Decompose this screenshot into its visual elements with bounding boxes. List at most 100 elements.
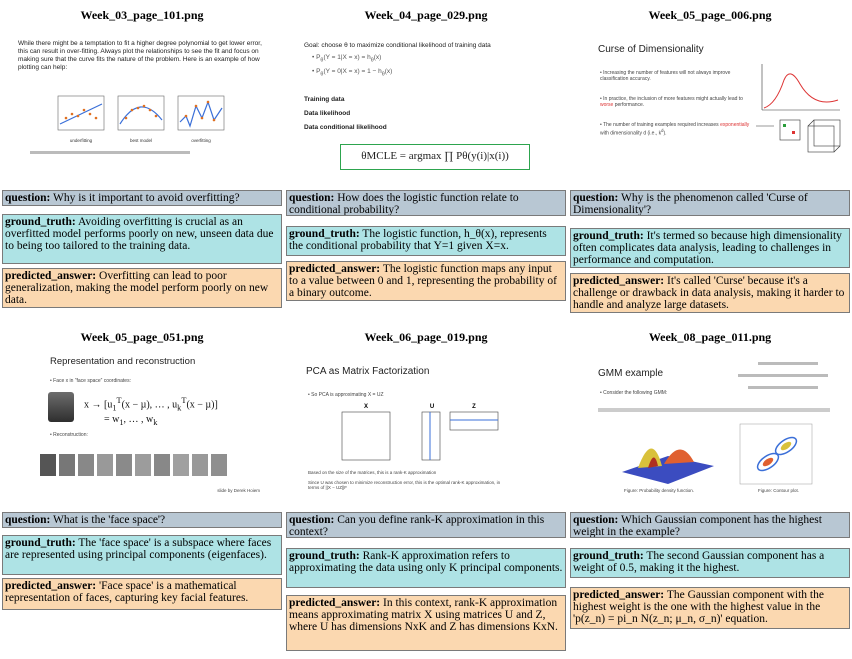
- slide-bullet: While there might be a temptation to fit…: [18, 40, 262, 71]
- predicted-answer-text: In this context, rank-K approximation me…: [289, 597, 558, 633]
- predicted-answer-label: predicted_answer:: [289, 597, 381, 609]
- slide-note: Based on the size of the matrices, this …: [308, 470, 437, 475]
- slide-bullet: So PCA is approximating X = UZ: [311, 392, 384, 398]
- ground-truth-text: Rank-K approximation refers to approxima…: [289, 550, 563, 574]
- slide-conditional-likelihood: Data conditional likelihood: [304, 124, 387, 131]
- ground-truth-box: ground_truth: It's termed so because hig…: [570, 228, 850, 268]
- ground-truth-text: The logistic function, h_θ(x), represent…: [289, 228, 547, 252]
- grid-cell-week04: Week_04_page_029.png Goal: choose θ to m…: [286, 0, 566, 316]
- matrix-label: X: [364, 404, 368, 410]
- question-text: Can you define rank-K approximation in t…: [289, 514, 545, 538]
- slide-bullet: Reconstruction:: [53, 432, 88, 438]
- grid-cell-week08: Week_08_page_011.png GMM example • Consi…: [570, 322, 850, 659]
- predicted-answer-text: Overfitting can lead to poor generalizat…: [5, 270, 269, 306]
- gmm-params-image: [598, 408, 830, 412]
- slide-bullet: Increasing the number of features will n…: [600, 70, 731, 82]
- ground-truth-box: ground_truth: Avoiding overfitting is cr…: [2, 214, 282, 264]
- question-text: Why is the phenomenon called 'Curse of D…: [573, 192, 808, 216]
- question-text: How does the logistic function relate to…: [289, 192, 519, 216]
- ground-truth-label: ground_truth:: [5, 216, 76, 228]
- ground-truth-text: It's termed so because high dimensionali…: [573, 230, 842, 266]
- ground-truth-label: ground_truth:: [5, 537, 76, 549]
- predicted-answer-box: predicted_answer: In this context, rank-…: [286, 595, 566, 651]
- reconstruction-strip: [40, 454, 260, 476]
- slide-goal: Goal: choose θ to maximize conditional l…: [304, 42, 491, 49]
- figure-caption: Figure: Probability density function.: [624, 488, 695, 493]
- grid-cell-week06: Week_06_page_019.png PCA as Matrix Facto…: [286, 322, 566, 659]
- question-box: question: What is the 'face space'?: [2, 512, 282, 528]
- cell-title: Week_06_page_019.png: [364, 330, 488, 344]
- plot-label: best model: [130, 138, 152, 143]
- question-box: question: Why is the phenomenon called '…: [570, 190, 850, 216]
- polynomial-formula-image: [30, 151, 190, 154]
- matrix-label: Z: [472, 404, 476, 410]
- cell-title: Week_08_page_011.png: [648, 330, 772, 344]
- predicted-answer-box: predicted_answer: It's called 'Curse' be…: [570, 273, 850, 313]
- dimensionality-cubes: [756, 119, 841, 153]
- question-label: question:: [573, 514, 619, 526]
- slide-thumbnail: PCA as Matrix Factorization • So PCA is …: [294, 348, 556, 498]
- ground-truth-label: ground_truth:: [289, 550, 360, 562]
- slide-heading: Curse of Dimensionality: [598, 44, 704, 55]
- ground-truth-label: ground_truth:: [289, 228, 360, 240]
- question-text: Why is it important to avoid overfitting…: [53, 192, 240, 204]
- slide-thumbnail: Curse of Dimensionality • Increasing the…: [578, 30, 848, 178]
- question-label: question:: [573, 192, 619, 204]
- question-box: question: How does the logistic function…: [286, 190, 566, 216]
- slide-thumbnail: Goal: choose θ to maximize conditional l…: [294, 30, 556, 178]
- cell-title: Week_03_page_101.png: [80, 8, 204, 22]
- face-image: [48, 392, 74, 422]
- predicted-answer-text: It's called 'Curse' because it's a chall…: [573, 275, 845, 311]
- cell-title: Week_05_page_051.png: [80, 330, 204, 344]
- ground-truth-label: ground_truth:: [573, 550, 644, 562]
- predicted-answer-text: The Gaussian component with the highest …: [573, 589, 824, 625]
- ground-truth-box: ground_truth: Rank-K approximation refer…: [286, 548, 566, 588]
- grid-cell-week05a: Week_05_page_006.png Curse of Dimensiona…: [570, 0, 850, 316]
- ground-truth-text: The 'face space' is a subspace where fac…: [5, 537, 272, 561]
- gmm-contour-plot: [739, 423, 813, 485]
- ground-truth-label: ground_truth:: [573, 230, 644, 242]
- predicted-answer-label: predicted_answer:: [573, 589, 665, 601]
- dimensionality-graph: [761, 64, 840, 111]
- gmm-density-plot: [622, 448, 714, 484]
- slide-heading: Representation and reconstruction: [50, 356, 196, 367]
- ground-truth-box: ground_truth: The second Gaussian compon…: [570, 548, 850, 578]
- overfitting-plots: underfitting best model overfitting: [57, 95, 225, 143]
- slide-heading: GMM example: [598, 368, 664, 379]
- ground-truth-text: The second Gaussian component has a weig…: [573, 550, 825, 574]
- figure-caption: Figure: Contour plot.: [758, 488, 800, 493]
- predicted-answer-text: 'Face space' is a mathematical represent…: [5, 580, 249, 604]
- question-text: What is the 'face space'?: [53, 514, 166, 526]
- question-label: question:: [5, 514, 51, 526]
- question-text: Which Gaussian component has the highest…: [573, 514, 822, 538]
- predicted-answer-label: predicted_answer:: [289, 263, 381, 275]
- cell-title: Week_04_page_029.png: [364, 8, 488, 22]
- question-label: question:: [5, 192, 51, 204]
- slide-note: Since U was chosen to minimize reconstru…: [308, 480, 501, 490]
- slide-data-likelihood: Data likelihood: [304, 110, 351, 117]
- slide-thumbnail: Representation and reconstruction • Face…: [32, 348, 268, 498]
- predicted-answer-box: predicted_answer: The Gaussian component…: [570, 587, 850, 629]
- question-box: question: Which Gaussian component has t…: [570, 512, 850, 538]
- slide-training-data: Training data: [304, 96, 345, 103]
- matrix-factorization-diagram: X U Z: [341, 404, 499, 461]
- question-box: question: Can you define rank-K approxim…: [286, 512, 566, 538]
- ground-truth-box: ground_truth: The 'face space' is a subs…: [2, 535, 282, 575]
- ground-truth-box: ground_truth: The logistic function, h_θ…: [286, 226, 566, 256]
- slide-bullet: Face x in “face space” coordinates:: [53, 378, 131, 384]
- plot-label: underfitting: [70, 138, 93, 143]
- slide-thumbnail: GMM example • Consider the following GMM…: [578, 348, 848, 498]
- slide-credit: slide by Derek Hoiem: [217, 488, 260, 493]
- matrix-label: U: [430, 404, 434, 410]
- predicted-answer-label: predicted_answer:: [5, 270, 97, 282]
- predicted-answer-box: predicted_answer: 'Face space' is a math…: [2, 578, 282, 610]
- slide-thumbnail: While there might be a temptation to fit…: [10, 30, 272, 178]
- question-box: question: Why is it important to avoid o…: [2, 190, 282, 206]
- plot-label: overfitting: [191, 138, 211, 143]
- mcle-formula: θMCLE = argmax ∏ Pθ(y(i)|x(i)): [340, 144, 530, 170]
- question-label: question:: [289, 192, 335, 204]
- ground-truth-text: Avoiding overfitting is crucial as an ov…: [5, 216, 274, 252]
- grid-cell-week03: Week_03_page_101.png While there might b…: [2, 0, 282, 316]
- predicted-answer-label: predicted_answer:: [5, 580, 97, 592]
- grid-cell-week05b: Week_05_page_051.png Representation and …: [2, 322, 282, 659]
